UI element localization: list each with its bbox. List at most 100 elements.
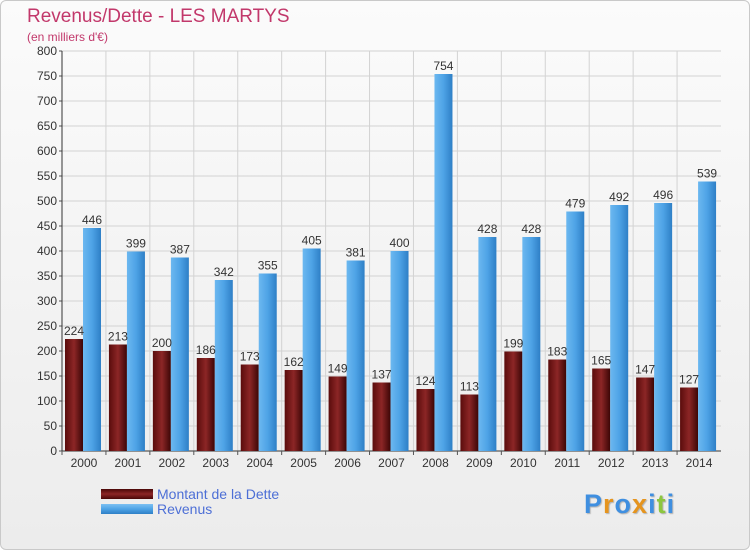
bar-debt [240,364,259,451]
bar-debt [680,387,699,451]
proxiti-logo: Proxiti [584,489,675,520]
bar-debt [504,351,523,451]
y-tick-label: 250 [37,319,57,333]
y-tick-label: 300 [37,294,57,308]
data-label-debt: 183 [547,345,567,359]
bar-revenue [170,257,189,451]
legend-swatch-revenue [101,504,153,514]
x-tick-label: 2003 [202,456,229,470]
bar-debt [460,394,479,451]
logo-letter: r [603,489,615,519]
data-label-revenue: 754 [433,59,453,73]
data-label-debt: 147 [635,363,655,377]
bar-revenue [346,260,365,451]
x-tick-label: 2005 [290,456,317,470]
logo-letter: t [656,489,667,519]
bar-debt [548,359,567,451]
x-tick-label: 2001 [115,456,142,470]
bar-revenue [214,280,233,451]
data-label-debt: 224 [64,324,84,338]
x-tick-label: 2013 [642,456,669,470]
bar-revenue [434,74,453,451]
chart-title: Revenus/Dette - LES MARTYS [27,6,290,27]
y-tick-label: 750 [37,69,57,83]
logo-letter: i [648,489,657,519]
bar-revenue [522,237,541,451]
y-tick-label: 600 [37,144,57,158]
bar-revenue [302,248,321,451]
x-tick-label: 2007 [378,456,405,470]
y-tick-label: 350 [37,269,57,283]
legend-label-debt: Montant de la Dette [157,486,280,502]
bar-revenue [83,228,101,451]
data-label-debt: 186 [196,343,216,357]
bar-revenue [654,203,673,451]
bar-debt [328,376,347,451]
chart-subtitle: (en milliers d'€) [27,30,108,44]
data-label-debt: 173 [240,350,260,364]
x-tick-label: 2000 [71,456,98,470]
y-tick-label: 400 [37,244,57,258]
bar-debt [592,368,611,451]
data-label-debt: 149 [328,362,348,376]
legend-label-revenue: Revenus [157,501,213,517]
bar-debt [416,389,435,451]
data-label-revenue: 428 [521,222,541,236]
bar-revenue [258,273,277,451]
y-tick-label: 50 [44,419,58,433]
bar-debt [372,382,391,451]
data-label-debt: 113 [460,380,479,394]
data-labels: 224 446 213 399 200 387 186 342 173 355 162 405 149 3… [64,59,717,394]
bar-revenue [566,211,585,451]
data-label-revenue: 539 [697,167,717,181]
y-tick-label: 450 [37,219,57,233]
x-tick-label: 2014 [686,456,713,470]
data-label-revenue: 446 [82,213,102,227]
data-label-debt: 162 [284,355,304,369]
data-label-debt: 200 [152,336,172,350]
bar-debt [284,370,303,451]
y-tick-label: 150 [37,369,57,383]
y-tick-label: 0 [50,444,57,458]
bar-revenue [126,251,145,451]
bar-revenue [478,237,497,451]
y-tick-label: 700 [37,94,57,108]
data-label-debt: 165 [591,354,611,368]
x-tick-label: 2012 [598,456,625,470]
data-label-debt: 213 [108,330,128,344]
data-label-revenue: 428 [477,222,497,236]
bar-debt [108,344,127,451]
y-tick-label: 550 [37,169,57,183]
y-tick-label: 800 [37,44,57,58]
logo-letter: P [584,489,604,519]
data-label-debt: 127 [679,373,699,387]
bars [65,74,717,451]
y-tick-label: 200 [37,344,57,358]
bar-revenue [698,181,717,451]
data-label-debt: 124 [415,374,435,388]
data-label-revenue: 342 [214,265,234,279]
bar-debt [196,358,215,451]
y-tick-label: 650 [37,119,57,133]
data-label-revenue: 479 [565,197,585,211]
data-label-revenue: 381 [346,246,366,260]
data-label-revenue: 399 [126,237,146,251]
data-label-debt: 137 [372,368,392,382]
logo-letter: o [614,489,633,519]
data-label-revenue: 400 [390,236,410,250]
x-tick-label: 2008 [422,456,449,470]
x-tick-label: 2002 [158,456,185,470]
x-tick-label: 2011 [554,456,580,470]
x-tick-label: 2009 [466,456,493,470]
data-label-revenue: 496 [653,188,673,202]
bar-revenue [610,205,629,451]
data-label-debt: 199 [503,337,523,351]
x-tick-label: 2004 [246,456,273,470]
bar-debt [152,351,171,451]
x-tick-label: 2010 [510,456,537,470]
bar-debt [636,377,655,451]
data-label-revenue: 387 [170,243,190,257]
bar-revenue [390,251,409,451]
